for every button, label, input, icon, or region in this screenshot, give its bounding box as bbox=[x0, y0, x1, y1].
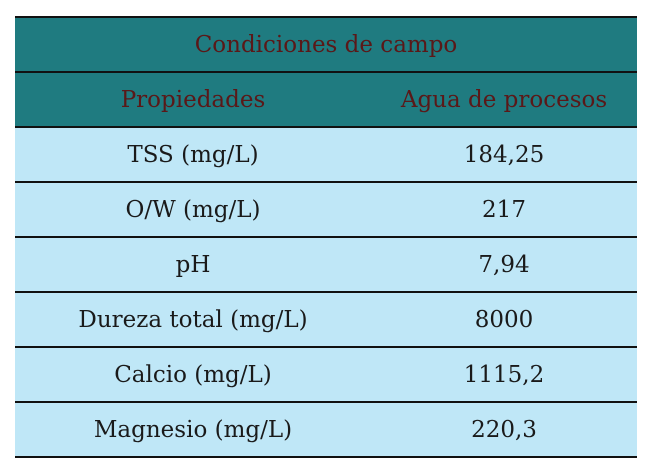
table-cell: Dureza total (mg/L) bbox=[15, 292, 371, 347]
table-cell: 8000 bbox=[371, 292, 637, 347]
table-cell: 184,25 bbox=[371, 127, 637, 182]
header-cell: Propiedades bbox=[15, 72, 371, 127]
table-cell: Magnesio (mg/L) bbox=[15, 402, 371, 457]
row-rule bbox=[15, 71, 637, 73]
row-rule bbox=[15, 346, 637, 348]
table-title: Condiciones de campo bbox=[15, 17, 637, 72]
table-cell: TSS (mg/L) bbox=[15, 127, 371, 182]
row-rule bbox=[15, 126, 637, 128]
table-cell: 1115,2 bbox=[371, 347, 637, 402]
table-cell: O/W (mg/L) bbox=[15, 182, 371, 237]
row-rule bbox=[15, 236, 637, 238]
table-cell: pH bbox=[15, 237, 371, 292]
header-cell: Agua de procesos bbox=[371, 72, 637, 127]
row-rule bbox=[15, 456, 637, 458]
row-rule bbox=[15, 291, 637, 293]
table-cell: 7,94 bbox=[371, 237, 637, 292]
table-cell: 217 bbox=[371, 182, 637, 237]
row-rule bbox=[15, 16, 637, 18]
row-rule bbox=[15, 181, 637, 183]
table-cell: 220,3 bbox=[371, 402, 637, 457]
row-rule bbox=[15, 401, 637, 403]
table-cell: Calcio (mg/L) bbox=[15, 347, 371, 402]
